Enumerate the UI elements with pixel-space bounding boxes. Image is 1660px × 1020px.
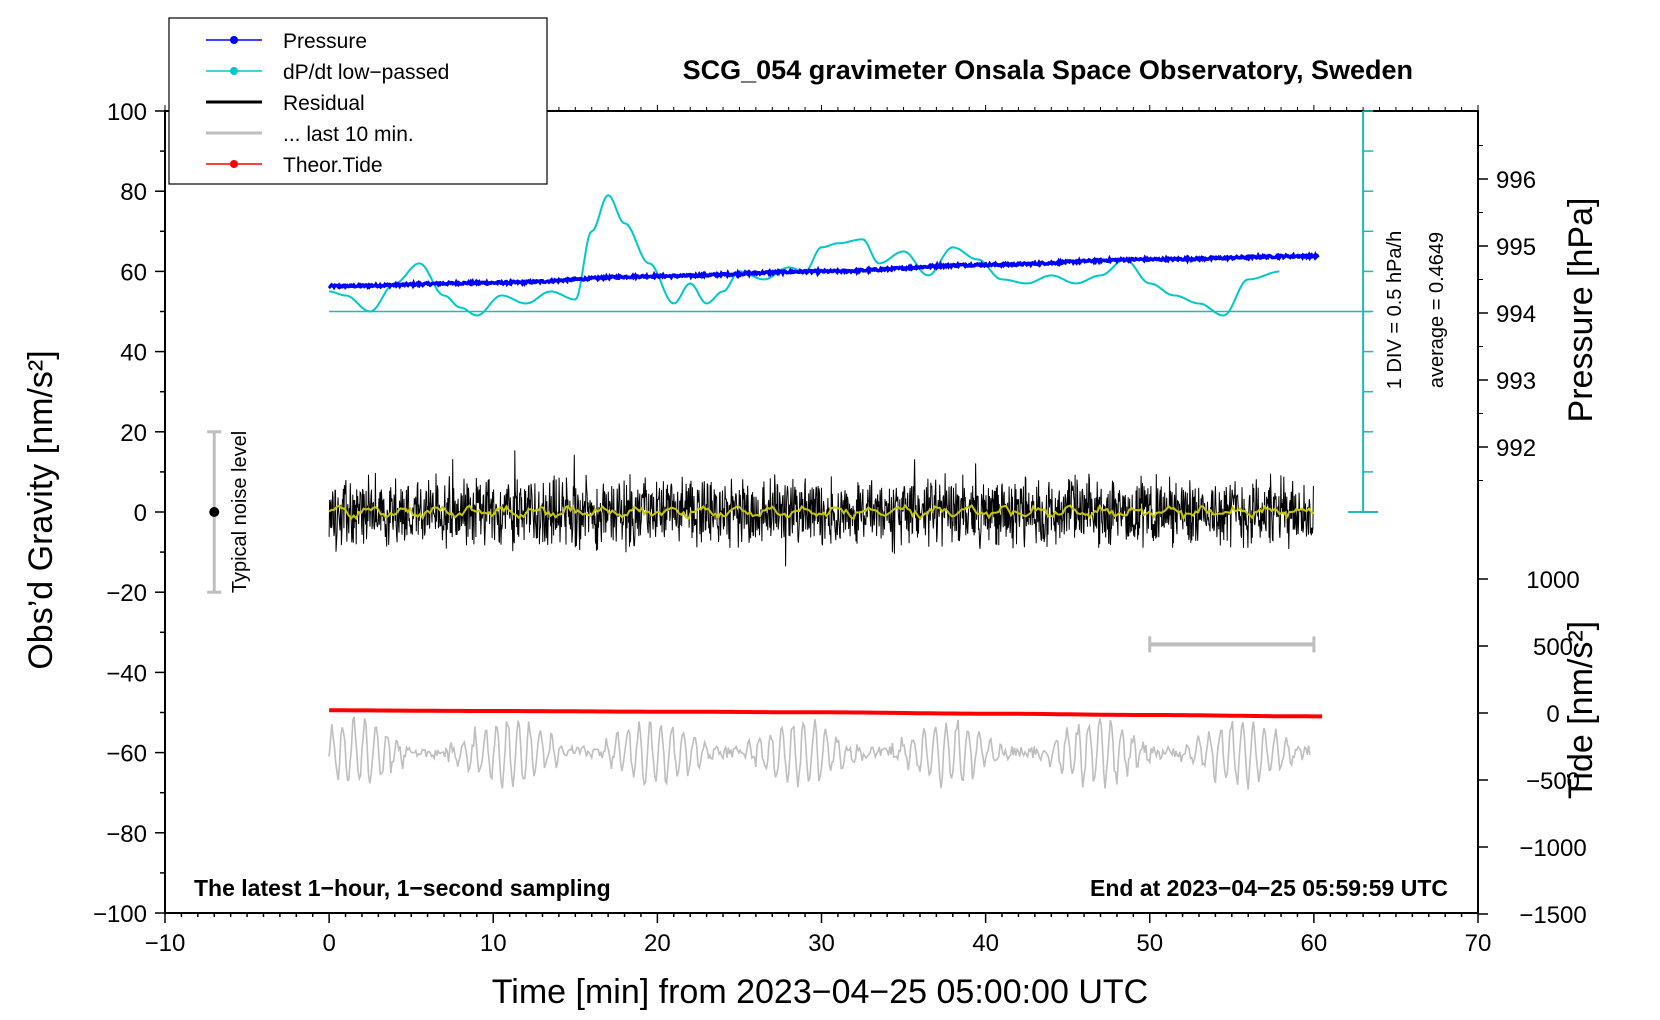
tide-tick-label: 0 <box>1546 701 1559 728</box>
series-pressure-line <box>327 250 1320 291</box>
end-time-note: End at 2023−04−25 05:59:59 UTC <box>1090 875 1448 901</box>
legend-marker <box>230 67 238 75</box>
x-tick-label: 0 <box>322 930 335 957</box>
series-tide-line <box>329 708 1323 719</box>
x-tick-label: 60 <box>1301 930 1328 957</box>
tide-tick-label: −500 <box>1526 768 1580 795</box>
dpdt-scale-label: 1 DIV = 0.5 hPa/h <box>1384 231 1406 389</box>
x-tick-label: 70 <box>1465 930 1492 957</box>
noise-bar-center <box>209 507 220 517</box>
tide-tick-label: −1000 <box>1519 835 1586 862</box>
y-tick-label: −60 <box>106 741 147 768</box>
legend-label: Theor.Tide <box>283 154 383 177</box>
legend-label: dP/dt low−passed <box>283 61 449 84</box>
series-last10-line <box>328 716 1311 790</box>
legend-marker <box>230 160 238 168</box>
sampling-note: The latest 1−hour, 1−second sampling <box>194 875 611 901</box>
series-residual-smoothed-line <box>328 503 1315 522</box>
x-tick-label: 10 <box>480 930 507 957</box>
tide-tick-label: −1500 <box>1519 902 1586 929</box>
noise-level-label: Typical noise level <box>229 431 251 593</box>
y-tick-label: 80 <box>120 179 147 206</box>
dpdt-average-label: average = 0.4649 <box>1426 232 1448 388</box>
y-tick-label: 20 <box>120 420 147 447</box>
y-tick-label: 100 <box>107 99 147 126</box>
x-tick-label: 30 <box>808 930 835 957</box>
pressure-tick-label: 994 <box>1496 301 1536 328</box>
y-axis-title-tide: Tide [nm/s²] <box>1562 621 1600 799</box>
plot-area: −10 0 10 20 30 40 50 60 70100806040200−20−40−60−… <box>93 99 1587 957</box>
pressure-tick-label: 992 <box>1496 435 1536 462</box>
legend-marker <box>230 36 238 44</box>
x-tick-label: −10 <box>145 930 186 957</box>
legend: Pressure dP/dt low−passed Residual ... last… <box>168 17 548 185</box>
series-dpdt-line <box>329 194 1280 317</box>
tide-tick-label: 1000 <box>1526 567 1579 594</box>
pressure-tick-label: 993 <box>1496 368 1536 395</box>
pressure-tick-label: 995 <box>1496 234 1536 261</box>
y-tick-label: −20 <box>106 580 147 607</box>
y-tick-label: −100 <box>93 901 147 928</box>
y-axis-title-pressure: Pressure [hPa] <box>1562 198 1600 423</box>
y-tick-label: 60 <box>120 259 147 286</box>
pressure-tick-label: 996 <box>1496 167 1536 194</box>
legend-label: Residual <box>283 92 365 115</box>
series-residual-line <box>328 450 1314 567</box>
y-tick-label: −80 <box>106 821 147 848</box>
y-axis-title-left: Obs’d Gravity [nm/s²] <box>22 350 60 669</box>
x-tick-label: 40 <box>972 930 999 957</box>
x-tick-label: 20 <box>644 930 671 957</box>
legend-label: ... last 10 min. <box>283 123 414 146</box>
chart-title: SCG_054 gravimeter Onsala Space Observat… <box>683 55 1413 85</box>
y-tick-label: 0 <box>134 500 147 527</box>
legend-label: Pressure <box>283 30 367 53</box>
y-tick-label: −40 <box>106 660 147 687</box>
x-tick-label: 50 <box>1136 930 1163 957</box>
tide-tick-label: 500 <box>1533 634 1573 661</box>
x-axis-title: Time [min] from 2023−04−25 05:00:00 UTC <box>492 973 1148 1011</box>
y-tick-label: 40 <box>120 340 147 367</box>
